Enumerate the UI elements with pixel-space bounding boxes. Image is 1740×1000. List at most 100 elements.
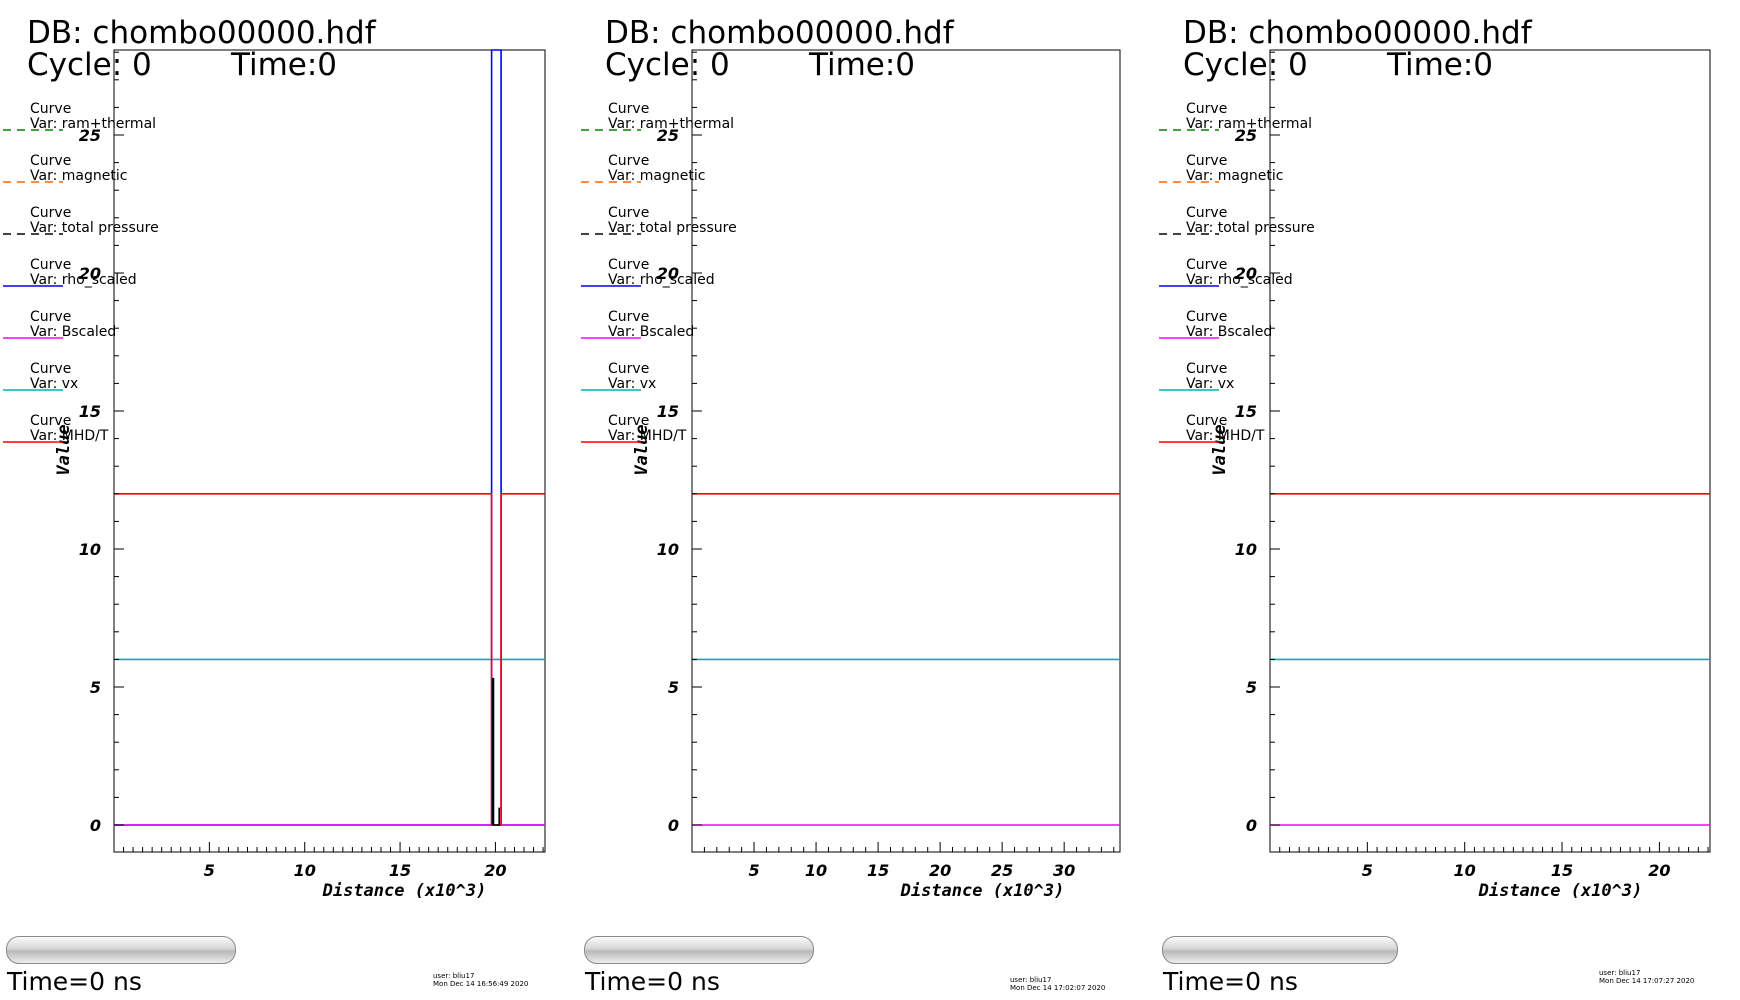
database-label: DB: chombo00000.hdf xyxy=(1183,15,1532,51)
user-date-stamp: user: bliu17 Mon Dec 14 17:07:27 2020 xyxy=(1599,969,1694,985)
legend-swatch xyxy=(581,129,641,131)
y-tick-label: 5 xyxy=(90,678,101,697)
legend-swatch xyxy=(581,181,641,183)
legend-curve-label: Curve xyxy=(608,413,650,429)
legend-swatch xyxy=(1159,285,1219,287)
legend-entry: Curve Var: Bscaled xyxy=(3,309,229,361)
x-tick-label: 20 xyxy=(929,861,951,880)
legend-entry: Curve Var: magnetic xyxy=(3,153,229,205)
legend-entry: Curve Var: total pressure xyxy=(3,205,229,257)
legend-entry: Curve Var: Bscaled xyxy=(581,309,807,361)
time-label: Time:0 xyxy=(809,47,916,83)
legend-curve-label: Curve xyxy=(30,153,72,169)
legend-var-label: Var: total pressure xyxy=(30,220,159,236)
legend-var-label: Var: magnetic xyxy=(608,168,706,184)
user-date-stamp: user: bliu17 Mon Dec 14 16:56:49 2020 xyxy=(433,972,528,988)
y-tick-label: 10 xyxy=(1235,540,1257,559)
y-tick-label: 15 xyxy=(657,402,679,421)
user-stamp: user: bliu17 xyxy=(1010,976,1052,984)
legend-entry: Curve Var: MHD/T xyxy=(581,413,807,465)
legend-curve-label: Curve xyxy=(1186,257,1228,273)
legend-curve-label: Curve xyxy=(1186,205,1228,221)
legend-curve-label: Curve xyxy=(608,153,650,169)
y-tick-label: 25 xyxy=(79,126,101,145)
x-tick-label: 10 xyxy=(1454,861,1476,880)
legend-var-label: Var: ram+thermal xyxy=(608,116,735,132)
legend-entry: Curve Var: rho_scaled xyxy=(1159,257,1385,309)
legend-var-label: Var: MHD/T xyxy=(608,428,687,444)
legend-swatch xyxy=(581,285,641,287)
y-tick-label: 15 xyxy=(1235,402,1257,421)
legend-swatch xyxy=(581,337,641,339)
x-tick-label: 10 xyxy=(294,861,316,880)
legend-swatch xyxy=(1159,389,1219,391)
x-tick-label: 20 xyxy=(484,861,506,880)
time-label: Time:0 xyxy=(1387,47,1494,83)
y-tick-label: 20 xyxy=(1235,264,1257,283)
database-label: DB: chombo00000.hdf xyxy=(27,15,376,51)
legend-var-label: Var: vx xyxy=(608,376,657,392)
legend-curve-label: Curve xyxy=(608,257,650,273)
legend-var-label: Var: total pressure xyxy=(1186,220,1315,236)
legend-curve-label: Curve xyxy=(1186,309,1228,325)
legend-entry: Curve Var: MHD/T xyxy=(3,413,229,465)
legend-curve-label: Curve xyxy=(30,205,72,221)
legend-var-label: Var: total pressure xyxy=(608,220,737,236)
legend-entry: Curve Var: total pressure xyxy=(581,205,807,257)
legend-var-label: Var: ram+thermal xyxy=(30,116,157,132)
legend-entry: Curve Var: vx xyxy=(3,361,229,413)
legend-entry: Curve Var: vx xyxy=(1159,361,1385,413)
legend-entry: Curve Var: ram+thermal xyxy=(581,101,807,153)
y-tick-label: 10 xyxy=(79,540,101,559)
x-tick-label: 5 xyxy=(1362,861,1373,880)
time-slider[interactable] xyxy=(6,936,236,964)
time-slider[interactable] xyxy=(584,936,814,964)
legend-curve-label: Curve xyxy=(30,101,72,117)
legend-entry: Curve Var: magnetic xyxy=(1159,153,1385,205)
x-tick-label: 25 xyxy=(991,861,1013,880)
legend-var-label: Var: rho_scaled xyxy=(608,272,715,288)
time-slider-label: Time=0 ns xyxy=(7,967,142,996)
legend-entry: Curve Var: ram+thermal xyxy=(3,101,229,153)
legend-swatch xyxy=(1159,233,1219,235)
plot-frame xyxy=(1269,49,1711,853)
legend-entry: Curve Var: Bscaled xyxy=(1159,309,1385,361)
legend-var-label: Var: ram+thermal xyxy=(1186,116,1313,132)
legend-var-label: Var: MHD/T xyxy=(1186,428,1265,444)
time-slider[interactable] xyxy=(1162,936,1398,964)
y-tick-label: 0 xyxy=(1246,816,1257,835)
x-axis-title: Distance (x10^3) xyxy=(1478,881,1643,901)
legend-swatch xyxy=(3,233,63,235)
x-tick-label: 15 xyxy=(389,861,411,880)
x-tick-label: 20 xyxy=(1648,861,1670,880)
legend-curve-label: Curve xyxy=(1186,153,1228,169)
plot-window-1: 0 5 10 15 20 25 5 10 15 20 Distance (x10^3) Value D… xyxy=(0,0,580,1000)
y-tick-label: 15 xyxy=(79,402,101,421)
time-slider-label: Time=0 ns xyxy=(585,967,720,996)
legend-swatch xyxy=(3,285,63,287)
legend-curve-label: Curve xyxy=(608,361,650,377)
series-line xyxy=(491,677,501,826)
legend-curve-label: Curve xyxy=(608,205,650,221)
legend-curve-label: Curve xyxy=(608,309,650,325)
legend-curve-label: Curve xyxy=(1186,361,1228,377)
y-axis-title: Value xyxy=(1210,424,1230,475)
user-stamp: user: bliu17 xyxy=(433,972,475,980)
time-label: Time:0 xyxy=(231,47,338,83)
legend-swatch xyxy=(581,441,641,443)
cycle-label: Cycle: 0 xyxy=(605,47,730,83)
legend-var-label: Var: vx xyxy=(1186,376,1235,392)
legend-swatch xyxy=(1159,337,1219,339)
date-stamp: Mon Dec 14 16:56:49 2020 xyxy=(433,980,529,988)
x-axis-title: Distance (x10^3) xyxy=(322,881,487,901)
legend-swatch xyxy=(581,233,641,235)
database-label: DB: chombo00000.hdf xyxy=(605,15,954,51)
legend-swatch xyxy=(3,389,63,391)
legend-var-label: Var: Bscaled xyxy=(608,324,695,340)
cycle-label: Cycle: 0 xyxy=(27,47,152,83)
legend-swatch xyxy=(1159,129,1219,131)
plot-window-2: 0 5 10 15 20 25 5 10 15 20 25 30 Distance (x10^3) Val… xyxy=(578,0,1158,1000)
y-axis-title: Value xyxy=(632,424,652,475)
x-tick-label: 15 xyxy=(867,861,889,880)
